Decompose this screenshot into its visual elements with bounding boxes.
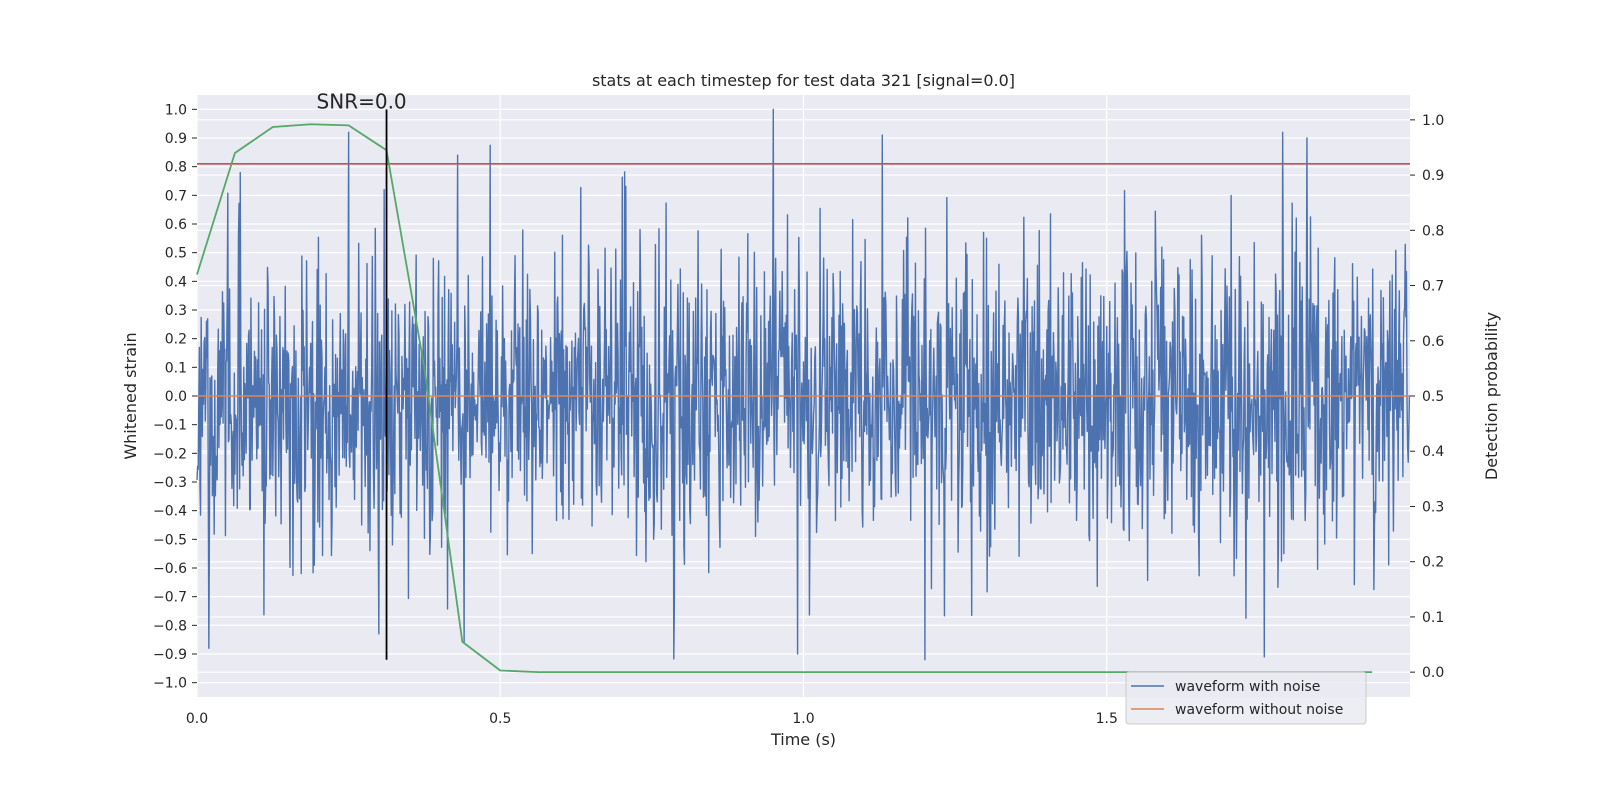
y-tick-label: −0.8 — [153, 618, 187, 634]
ticks: −1.0 −0.9 −0.8 −0.7 −0.6 −0.5 −0.4 −0.3 −0.2 −0.1… — [153, 102, 1444, 727]
y-tick-label: 0.1 — [165, 360, 187, 376]
legend-label-clean: waveform without noise — [1175, 702, 1343, 718]
y2-tick-label: 1.0 — [1422, 113, 1444, 129]
y2-tick-label: 0.2 — [1422, 555, 1444, 571]
y-tick-label: 0.9 — [165, 131, 187, 147]
y2-tick-label: 0.4 — [1422, 444, 1444, 460]
y-tick-label: 0.6 — [165, 217, 187, 233]
y-tick-label: 0.0 — [165, 389, 187, 405]
x-tick-label: 0.0 — [186, 711, 208, 727]
y-tick-label: −0.4 — [153, 504, 187, 520]
y2-tick-label: 0.5 — [1422, 389, 1444, 405]
y-tick-label: 0.8 — [165, 160, 187, 176]
y-tick-label: 0.2 — [165, 332, 187, 348]
x-tick-label: 1.0 — [792, 711, 814, 727]
y2-tick-label: 0.8 — [1422, 223, 1444, 239]
y-tick-label: 1.0 — [165, 102, 187, 118]
y-tick-label: 0.4 — [165, 274, 187, 290]
y-tick-label: −0.6 — [153, 561, 187, 577]
y-axis-label: Whitened strain — [121, 332, 140, 459]
y-tick-label: −0.5 — [153, 532, 187, 548]
y-tick-label: 0.7 — [165, 188, 187, 204]
y-tick-label: 0.3 — [165, 303, 187, 319]
legend-label-noise: waveform with noise — [1175, 679, 1320, 695]
y2-tick-label: 0.3 — [1422, 499, 1444, 515]
chart-title: stats at each timestep for test data 321… — [592, 71, 1015, 90]
y-tick-label: −0.7 — [153, 590, 187, 606]
x-tick-label: 0.5 — [489, 711, 511, 727]
y-tick-label: −0.3 — [153, 475, 187, 491]
y2-axis-label: Detection probability — [1482, 312, 1501, 480]
y2-tick-label: 0.7 — [1422, 279, 1444, 295]
y2-tick-label: 0.1 — [1422, 610, 1444, 626]
y-tick-label: −0.1 — [153, 418, 187, 434]
y-tick-label: −0.9 — [153, 647, 187, 663]
y2-tick-label: 0.0 — [1422, 665, 1444, 681]
legend: waveform with noise waveform without noi… — [1125, 671, 1367, 725]
x-tick-label: 1.5 — [1096, 711, 1118, 727]
y-tick-label: 0.5 — [165, 246, 187, 262]
legend-box — [1125, 671, 1367, 725]
y-tick-label: −1.0 — [153, 676, 187, 692]
x-axis-label: Time (s) — [770, 730, 836, 749]
y2-tick-label: 0.9 — [1422, 168, 1444, 184]
series-waveform-with-noise — [196, 108, 1411, 661]
snr-annotation: SNR=0.0 — [317, 89, 407, 113]
y-tick-label: −0.2 — [153, 446, 187, 462]
y2-tick-label: 0.6 — [1422, 334, 1444, 350]
